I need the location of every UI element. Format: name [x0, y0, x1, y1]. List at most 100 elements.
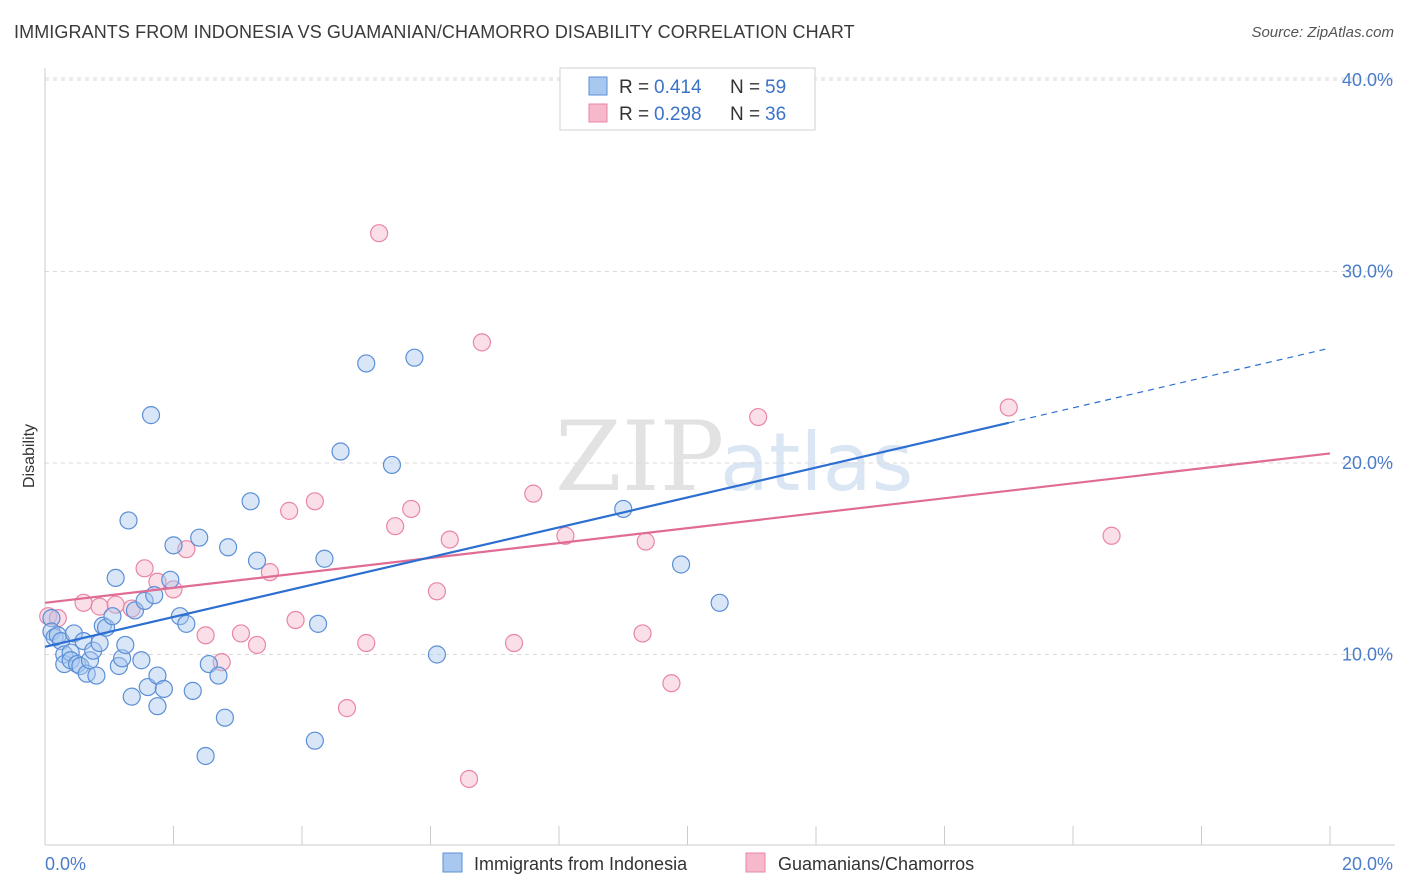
chart-title: IMMIGRANTS FROM INDONESIA VS GUAMANIAN/C… [14, 22, 855, 42]
pink-point-22 [402, 499, 421, 519]
blue-point-31 [141, 406, 161, 425]
blue-point-48 [247, 551, 267, 570]
grid [45, 77, 1395, 655]
series-guamanians-points [39, 224, 1121, 789]
legend-top: R = 0.414 N = 59 R = 0.298 N = 36 [559, 67, 816, 131]
pink-point-27 [504, 633, 524, 653]
blue-point-25 [119, 511, 138, 530]
blue-point-7 [61, 643, 80, 662]
blue-point-55 [405, 348, 424, 367]
blue-point-50 [308, 614, 328, 633]
y-tick-label-20: 20.0% [1342, 453, 1393, 473]
blue-point-26 [122, 687, 141, 706]
pink-point-10 [196, 626, 215, 645]
pink-point-32 [662, 674, 681, 693]
legend-bottom: Immigrants from Indonesia Guamanians/Cha… [442, 852, 974, 874]
x-tick-label-0: 0.0% [45, 854, 86, 874]
blue-point-28 [132, 651, 151, 670]
blue-point-49 [305, 731, 324, 750]
pink-point-34 [999, 398, 1018, 417]
y-tick-label-10: 10.0% [1342, 645, 1393, 665]
blue-point-9 [64, 624, 84, 643]
blue-point-35 [154, 679, 173, 699]
pink-point-13 [247, 635, 267, 655]
watermark-zip: ZIP [555, 401, 724, 513]
legend-r-label-2: R = [619, 104, 649, 125]
pink-point-25 [459, 769, 479, 789]
bottom-legend-swatch-pink [745, 852, 766, 873]
blue-point-21 [106, 568, 125, 588]
blue-point-42 [196, 746, 215, 766]
pink-point-31 [636, 532, 655, 551]
blue-point-46 [219, 538, 238, 557]
legend-n-value-2: 36 [765, 104, 786, 125]
blue-point-45 [215, 708, 234, 727]
pink-trend-line [44, 452, 1331, 604]
legend-r-label-1: R = [619, 77, 649, 98]
legend-swatch-blue [588, 76, 608, 96]
pink-point-30 [633, 624, 652, 643]
pink-point-21 [386, 517, 405, 536]
pink-point-35 [1102, 526, 1121, 545]
y-tick-label-40: 40.0% [1342, 70, 1393, 90]
blue-trend-line [44, 421, 1009, 648]
blue-point-44 [209, 666, 228, 685]
blue-point-59 [710, 593, 729, 612]
blue-point-37 [164, 536, 183, 555]
y-axis-title: Disability [21, 424, 38, 488]
legend-r-value-2: 0.298 [654, 104, 702, 125]
chart-source: Source: ZipAtlas.com [1251, 24, 1394, 41]
blue-point-34 [148, 697, 167, 716]
legend-swatch-pink [588, 103, 608, 123]
watermark: ZIP atlas [555, 401, 913, 513]
blue-point-17 [90, 633, 109, 653]
pink-point-19 [357, 633, 376, 653]
blue-point-54 [382, 455, 402, 475]
pink-point-3 [90, 597, 109, 616]
x-tick-labels: 0.0% 20.0% [45, 854, 1393, 874]
pink-point-26 [472, 333, 491, 352]
blue-trend-extension [1008, 347, 1331, 424]
blue-point-56 [427, 645, 447, 664]
blue-point-36 [161, 570, 180, 589]
legend-n-value-1: 59 [765, 77, 786, 98]
bottom-legend-label-2: Guamanians/Chamorros [778, 854, 974, 874]
bottom-legend-swatch-blue [442, 852, 463, 873]
axes [44, 68, 1395, 846]
blue-point-29 [135, 591, 154, 610]
blue-point-39 [177, 614, 196, 633]
pink-point-29 [556, 526, 575, 545]
blue-point-24 [116, 635, 135, 655]
pink-point-17 [305, 492, 324, 511]
x-tick-label-1: 20.0% [1342, 854, 1393, 874]
blue-point-14 [80, 651, 100, 670]
blue-point-0 [42, 609, 61, 628]
pink-point-6 [135, 559, 154, 578]
pink-point-24 [440, 530, 459, 549]
pink-point-23 [427, 582, 447, 601]
blue-point-20 [103, 607, 122, 626]
bottom-legend-label-1: Immigrants from Indonesia [474, 854, 688, 874]
legend-r-value-1: 0.414 [654, 77, 702, 98]
trend-lines [44, 347, 1331, 648]
blue-point-53 [357, 354, 376, 373]
y-tick-label-30: 30.0% [1342, 262, 1393, 282]
pink-point-18 [337, 699, 357, 718]
blue-point-41 [190, 528, 209, 547]
blue-point-23 [112, 649, 132, 668]
pink-point-28 [524, 484, 543, 503]
blue-point-40 [183, 681, 202, 700]
blue-point-27 [125, 601, 145, 620]
legend-n-label-1: N = [730, 77, 760, 98]
legend-n-label-2: N = [730, 104, 760, 125]
blue-point-58 [671, 555, 691, 574]
y-tick-labels: 10.0% 20.0% 30.0% 40.0% [1342, 70, 1393, 665]
pink-point-16 [286, 610, 305, 630]
blue-point-47 [241, 492, 260, 511]
pink-point-20 [370, 224, 389, 243]
pink-point-12 [231, 624, 251, 643]
blue-point-16 [87, 666, 106, 685]
pink-point-15 [280, 501, 299, 520]
pink-point-33 [749, 407, 768, 427]
